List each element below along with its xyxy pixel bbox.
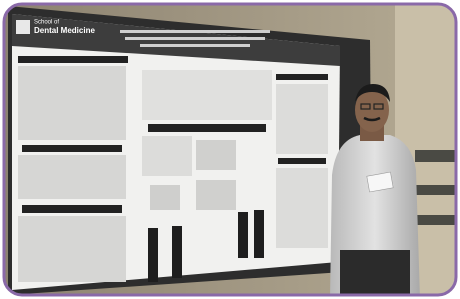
logo-text: Dental Medicine xyxy=(34,26,95,35)
left-column xyxy=(18,56,128,282)
page: School of Dental Medicine xyxy=(0,0,460,299)
right-column xyxy=(276,74,328,248)
photo: School of Dental Medicine xyxy=(0,0,460,299)
rail xyxy=(415,150,460,162)
logo-text: School of xyxy=(34,20,59,26)
logo-icon xyxy=(16,20,30,34)
rail xyxy=(415,215,460,225)
photo-content: School of Dental Medicine xyxy=(0,0,460,299)
header-lines xyxy=(120,30,270,47)
rail xyxy=(415,185,460,195)
